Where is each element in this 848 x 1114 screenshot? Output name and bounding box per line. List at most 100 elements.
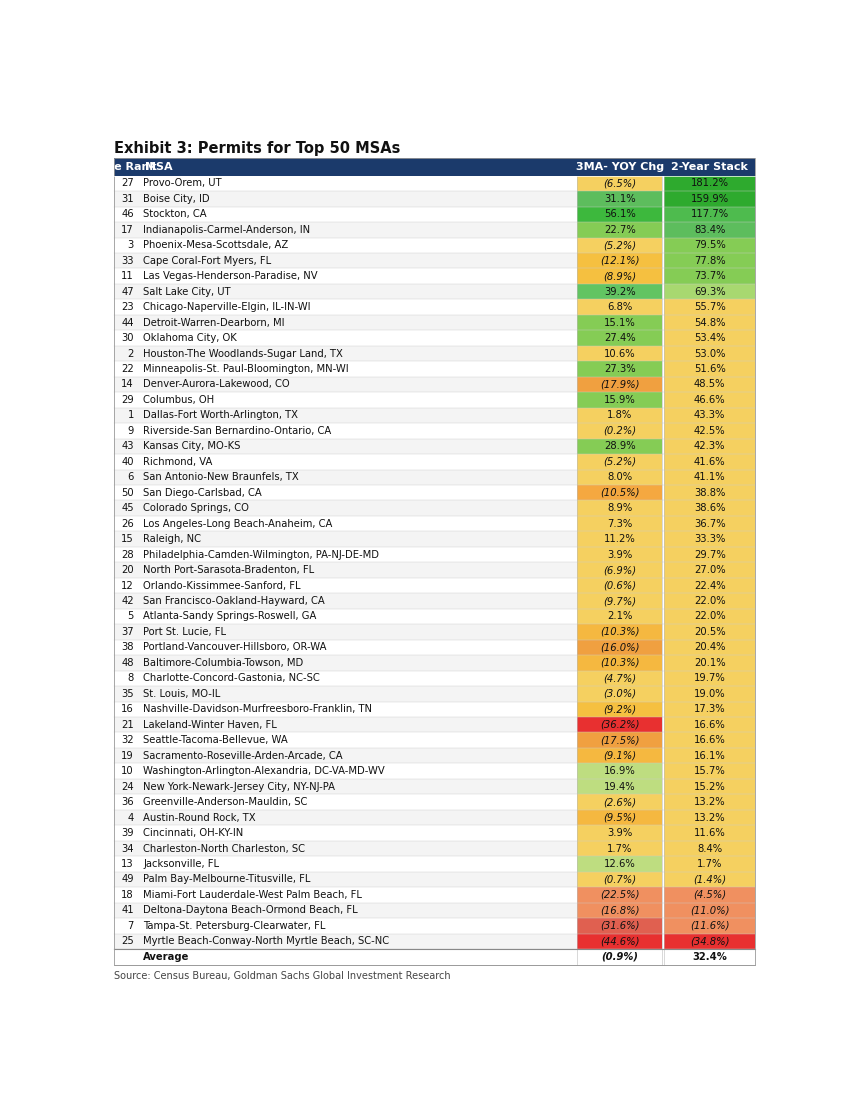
Text: (9.5%): (9.5%)	[603, 812, 636, 822]
Text: (9.2%): (9.2%)	[603, 704, 636, 714]
Text: (1.4%): (1.4%)	[693, 874, 726, 885]
Bar	[577, 284, 662, 300]
Bar	[664, 423, 756, 439]
Text: (2.6%): (2.6%)	[603, 798, 636, 808]
Text: Average: Average	[143, 951, 190, 961]
Text: (8.9%): (8.9%)	[603, 271, 636, 281]
Text: Denver-Aurora-Lakewood, CO: Denver-Aurora-Lakewood, CO	[143, 380, 290, 390]
Text: Charlotte-Concord-Gastonia, NC-SC: Charlotte-Concord-Gastonia, NC-SC	[143, 673, 320, 683]
Text: 73.7%: 73.7%	[694, 271, 726, 281]
Bar	[577, 206, 662, 222]
Bar	[577, 594, 662, 608]
Text: Nashville-Davidson-Murfreesboro-Franklin, TN: Nashville-Davidson-Murfreesboro-Franklin…	[143, 704, 372, 714]
Bar	[114, 671, 577, 686]
Text: 41.1%: 41.1%	[694, 472, 726, 482]
Text: 31.1%: 31.1%	[604, 194, 636, 204]
Bar	[664, 500, 756, 516]
Text: 36: 36	[121, 798, 134, 808]
Text: (4.7%): (4.7%)	[603, 673, 636, 683]
Text: 12.6%: 12.6%	[604, 859, 636, 869]
Bar	[664, 469, 756, 485]
Bar	[577, 825, 662, 841]
Text: 12: 12	[121, 580, 134, 590]
Bar	[577, 871, 662, 887]
Bar	[114, 253, 577, 268]
Text: 13: 13	[121, 859, 134, 869]
Bar	[114, 423, 577, 439]
Bar	[577, 485, 662, 500]
Bar	[114, 717, 577, 733]
Bar	[114, 547, 577, 563]
Bar	[577, 578, 662, 594]
Bar	[577, 747, 662, 763]
Text: (0.2%): (0.2%)	[603, 426, 636, 436]
Text: Detroit-Warren-Dearborn, MI: Detroit-Warren-Dearborn, MI	[143, 317, 285, 328]
Text: 32: 32	[121, 735, 134, 745]
Bar	[664, 794, 756, 810]
Bar	[114, 563, 577, 578]
Text: 28.9%: 28.9%	[604, 441, 636, 451]
Bar	[114, 176, 577, 192]
Text: Washington-Arlington-Alexandria, DC-VA-MD-WV: Washington-Arlington-Alexandria, DC-VA-M…	[143, 766, 385, 776]
Text: 16.6%: 16.6%	[694, 720, 726, 730]
Text: 38.6%: 38.6%	[694, 504, 726, 514]
Bar	[664, 192, 756, 206]
Text: Boise City, ID: Boise City, ID	[143, 194, 209, 204]
Bar	[664, 857, 756, 871]
Bar	[114, 237, 577, 253]
Text: 20: 20	[121, 565, 134, 575]
Text: 39.2%: 39.2%	[604, 286, 636, 296]
Text: San Antonio-New Braunfels, TX: San Antonio-New Braunfels, TX	[143, 472, 299, 482]
Bar	[577, 176, 662, 192]
Text: (6.5%): (6.5%)	[603, 178, 636, 188]
Text: Orlando-Kissimmee-Sanford, FL: Orlando-Kissimmee-Sanford, FL	[143, 580, 301, 590]
Text: 49: 49	[121, 874, 134, 885]
Text: North Port-Sarasota-Bradenton, FL: North Port-Sarasota-Bradenton, FL	[143, 565, 315, 575]
Text: Seattle-Tacoma-Bellevue, WA: Seattle-Tacoma-Bellevue, WA	[143, 735, 288, 745]
Bar	[577, 887, 662, 902]
Text: 22: 22	[121, 364, 134, 374]
Text: 5: 5	[127, 612, 134, 622]
Text: (5.2%): (5.2%)	[603, 241, 636, 251]
Text: 6.8%: 6.8%	[607, 302, 633, 312]
Text: 10: 10	[121, 766, 134, 776]
Text: (10.5%): (10.5%)	[600, 488, 639, 498]
Bar	[114, 206, 577, 222]
Text: 8.0%: 8.0%	[607, 472, 633, 482]
Bar	[664, 810, 756, 825]
Text: 42.5%: 42.5%	[694, 426, 726, 436]
Text: Austin-Round Rock, TX: Austin-Round Rock, TX	[143, 812, 256, 822]
Bar	[577, 702, 662, 717]
Bar	[577, 733, 662, 747]
Bar	[664, 176, 756, 192]
Bar	[577, 439, 662, 455]
Text: 8.9%: 8.9%	[607, 504, 633, 514]
Text: (11.6%): (11.6%)	[690, 921, 729, 931]
Text: (44.6%): (44.6%)	[600, 936, 639, 946]
Text: 29.7%: 29.7%	[694, 549, 726, 559]
Text: 33: 33	[121, 256, 134, 266]
Text: 1.8%: 1.8%	[607, 410, 633, 420]
Text: Deltona-Daytona Beach-Ormond Beach, FL: Deltona-Daytona Beach-Ormond Beach, FL	[143, 906, 358, 916]
Bar	[577, 423, 662, 439]
Text: 19: 19	[121, 751, 134, 761]
Bar	[664, 934, 756, 949]
Text: 53.0%: 53.0%	[694, 349, 726, 359]
Text: 3.9%: 3.9%	[607, 549, 633, 559]
Text: Minneapolis-St. Paul-Bloomington, MN-WI: Minneapolis-St. Paul-Bloomington, MN-WI	[143, 364, 349, 374]
Bar	[664, 608, 756, 624]
Text: 11.2%: 11.2%	[604, 534, 636, 544]
Text: Lakeland-Winter Haven, FL: Lakeland-Winter Haven, FL	[143, 720, 277, 730]
Bar	[577, 857, 662, 871]
Text: Cincinnati, OH-KY-IN: Cincinnati, OH-KY-IN	[143, 828, 243, 838]
Bar	[664, 918, 756, 934]
Text: 9: 9	[127, 426, 134, 436]
Bar	[664, 624, 756, 639]
Text: 14: 14	[121, 380, 134, 390]
Text: (16.8%): (16.8%)	[600, 906, 639, 916]
Bar	[577, 331, 662, 345]
Bar	[577, 222, 662, 237]
Bar	[664, 639, 756, 655]
Text: 2.1%: 2.1%	[607, 612, 633, 622]
Text: 17: 17	[121, 225, 134, 235]
